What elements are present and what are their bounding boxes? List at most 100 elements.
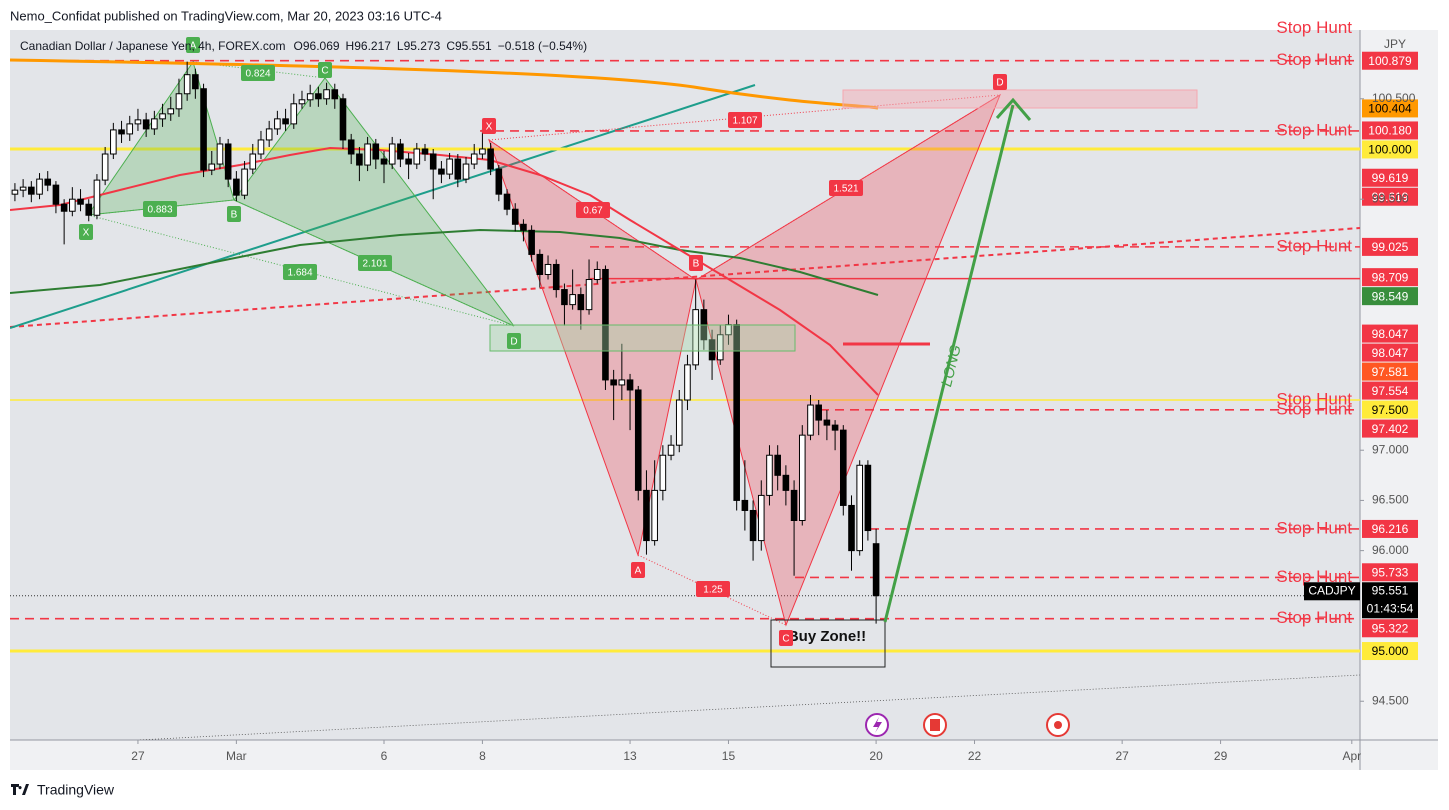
candle-body: [93, 179, 101, 216]
candle-body: [306, 93, 314, 101]
stop-hunt-label: Stop Hunt: [1276, 18, 1352, 37]
price-tag: [1362, 343, 1418, 362]
price-tag: [1362, 519, 1418, 538]
price-tag: [1362, 324, 1418, 343]
candle-body: [339, 98, 347, 141]
candle-body: [536, 253, 544, 275]
ema-line: [10, 146, 879, 396]
candle-body: [610, 379, 617, 386]
ratio-label: 1.107: [732, 116, 757, 127]
candle-body: [134, 119, 142, 125]
ratio-label: 0.67: [583, 206, 603, 217]
candle-body: [782, 474, 790, 491]
x-tick-label: 13: [623, 749, 637, 763]
x-tick-label: 29: [1214, 749, 1228, 763]
pattern-point-label: X: [486, 122, 493, 133]
pattern-point-label: C: [321, 66, 328, 77]
candle-body: [11, 189, 19, 195]
candle-body: [298, 99, 306, 105]
dividend-glyph: [1054, 721, 1062, 729]
candle-body: [52, 184, 60, 205]
ratio-box: [728, 112, 762, 128]
candle-body: [183, 74, 191, 95]
logo: [11, 784, 29, 795]
candle-body: [716, 334, 724, 361]
candle-body: [438, 168, 445, 175]
candle-body: [552, 263, 560, 291]
countdown: 01:43:54: [1367, 601, 1414, 615]
candle-body: [839, 429, 847, 506]
candle-body: [741, 499, 749, 511]
event-icon-glyph: [873, 717, 882, 733]
pattern-point-label: B: [231, 210, 238, 221]
candle-body: [192, 74, 199, 90]
candle-body: [757, 494, 765, 542]
candle-body: [405, 158, 412, 165]
candle-body: [626, 379, 634, 391]
price-tag-label: 98.709: [1372, 270, 1409, 284]
candle-body: [569, 294, 576, 306]
pattern-point-box: [318, 62, 332, 78]
price-tag-label: 96.216: [1372, 522, 1409, 536]
pattern-point-box: [507, 333, 521, 349]
y-tick-label: 96.000: [1372, 543, 1409, 557]
ema-line: [10, 58, 879, 110]
candle-body: [380, 158, 388, 165]
trend-line: [10, 84, 756, 329]
buy-zone-label: Buy Zone!!: [788, 628, 866, 645]
candle-body: [429, 153, 437, 170]
candle-body: [848, 504, 855, 552]
moving-averages: [10, 58, 879, 396]
price-tag: [1362, 187, 1418, 206]
candle-body: [388, 143, 396, 165]
ratio-box: [358, 255, 392, 271]
pattern-point-label: C: [782, 634, 789, 645]
ratio-box: [829, 180, 863, 196]
symbol-label: CADJPY: [1308, 583, 1355, 597]
candle-body: [823, 419, 831, 426]
candle-body: [618, 379, 626, 386]
price-tag-label: 97.581: [1372, 365, 1409, 379]
candle-body: [643, 489, 650, 542]
candle-body: [831, 424, 839, 431]
candle-body: [413, 148, 421, 165]
candle-body: [323, 89, 330, 100]
price-tag: [1362, 140, 1418, 159]
price-tag: [1362, 168, 1418, 187]
candles: [11, 61, 880, 624]
price-tag-label: 95.733: [1372, 565, 1409, 579]
candle-body: [692, 309, 699, 366]
y-tick-label: 100.500: [1372, 91, 1416, 105]
pattern-point-label: D: [996, 78, 1003, 89]
x-tick-label: 27: [1115, 749, 1129, 763]
y-tick-label: 97.000: [1372, 442, 1409, 456]
price-tag: [1362, 99, 1418, 118]
candle-body: [19, 186, 27, 191]
stop-hunt-label: Stop Hunt: [1276, 120, 1352, 139]
pattern-point-box: [79, 224, 93, 240]
candle-body: [241, 168, 248, 196]
candle-body: [159, 113, 166, 120]
target-box: [842, 89, 1198, 109]
ohlc-value: 96.217: [354, 39, 391, 53]
candle-body: [110, 129, 117, 155]
candle-body: [60, 203, 68, 212]
ratio-label: 0.883: [147, 205, 172, 216]
candle-body: [282, 118, 289, 125]
candle-body: [462, 163, 470, 180]
last-price-label: 95.551: [1372, 583, 1409, 597]
candle-body: [151, 118, 158, 130]
x-tick-label: 20: [869, 749, 883, 763]
candle-body: [142, 119, 150, 130]
candle-body: [487, 148, 494, 170]
stop-hunt-label: Stop Hunt: [1276, 389, 1352, 408]
price-tag-label: 98.047: [1372, 346, 1409, 360]
price-tag-label: 100.180: [1368, 124, 1412, 138]
x-tick-label: 8: [479, 749, 486, 763]
candle-body: [347, 139, 355, 155]
price-tag: [1362, 362, 1418, 381]
candle-body: [167, 108, 175, 115]
x-tick-label: Apr: [1342, 749, 1361, 763]
